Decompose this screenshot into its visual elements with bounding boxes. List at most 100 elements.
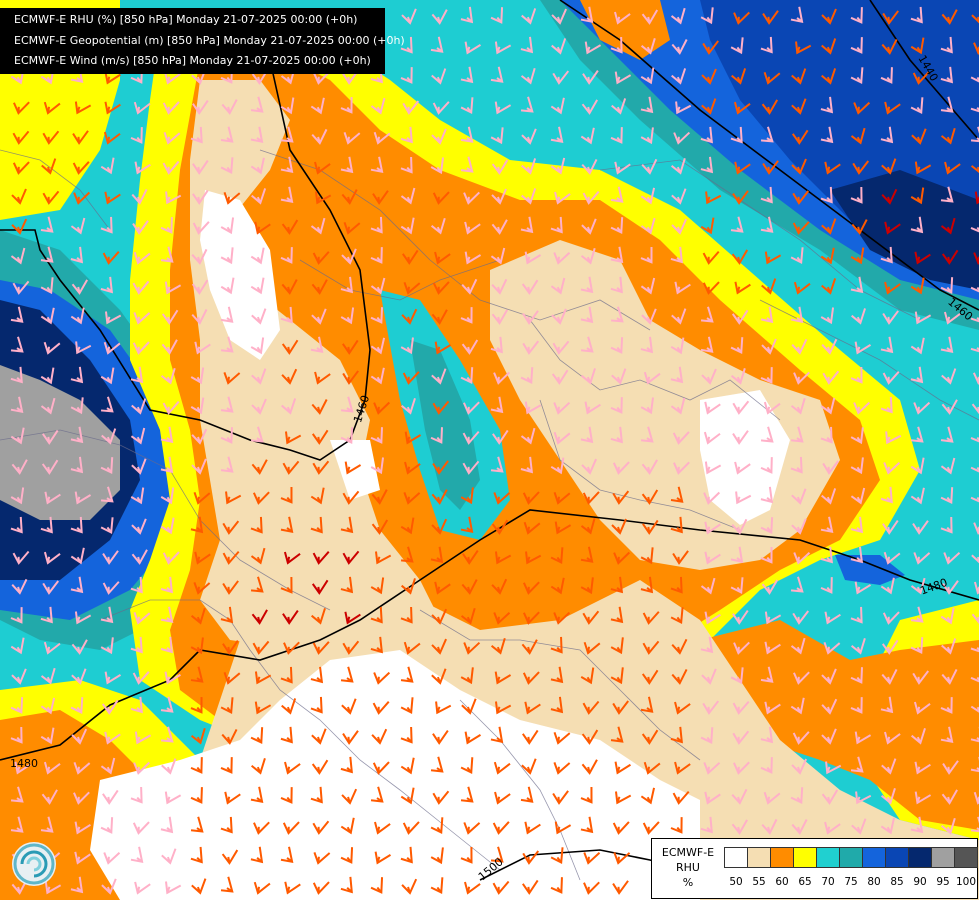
- wind-barb: [370, 97, 386, 115]
- wind-barb: [942, 760, 959, 775]
- wind-barb: [850, 697, 863, 714]
- wind-barb: [160, 456, 174, 474]
- wind-barb: [104, 731, 121, 745]
- wind-barb: [671, 638, 688, 655]
- wind-barb: [163, 131, 181, 145]
- wind-barb: [492, 429, 509, 445]
- wind-barb: [494, 671, 512, 685]
- wind-barb: [850, 457, 864, 475]
- wind-barb: [614, 161, 631, 175]
- wind-barb: [431, 309, 448, 325]
- wind-barb: [432, 460, 449, 475]
- wind-barb: [130, 366, 144, 384]
- wind-barb: [311, 759, 329, 775]
- wind-barb: [820, 247, 835, 265]
- wind-barb: [790, 6, 804, 24]
- contour-label: 1480: [10, 757, 38, 770]
- wind-barb: [670, 607, 684, 625]
- wind-barb: [132, 220, 149, 235]
- wind-barb: [12, 161, 30, 175]
- wind-barb: [884, 281, 901, 295]
- wind-barb: [850, 667, 864, 684]
- wind-barb: [494, 791, 511, 805]
- wind-barb: [910, 487, 925, 505]
- wind-barb: [793, 551, 811, 565]
- wind-barb: [431, 9, 448, 25]
- wind-barb: [160, 487, 175, 505]
- rh-field-orange: [580, 0, 670, 60]
- wind-barb: [821, 218, 837, 235]
- wind-barb: [641, 158, 658, 175]
- wind-barb: [74, 491, 92, 505]
- wind-barb: [760, 36, 773, 54]
- wind-barb: [340, 847, 354, 864]
- wind-barb: [281, 279, 298, 295]
- wind-barb: [551, 369, 569, 385]
- wind-barb: [164, 71, 181, 85]
- wind-barb: [554, 821, 572, 835]
- wind-barb: [580, 816, 594, 834]
- wind-barb: [371, 728, 388, 745]
- wind-barb: [310, 487, 325, 505]
- wind-barb: [550, 636, 563, 654]
- wind-barb: [764, 251, 782, 265]
- wind-barb: [253, 821, 270, 835]
- wind-barb: [281, 339, 299, 355]
- wind-barb: [825, 761, 842, 775]
- wind-barb: [674, 701, 691, 715]
- wind-barb: [611, 368, 627, 385]
- wind-barb: [250, 576, 264, 593]
- wind-barb: [220, 217, 235, 235]
- wind-barb: [314, 161, 331, 175]
- wind-barb: [610, 397, 623, 414]
- wind-barb: [760, 186, 773, 204]
- wind-barb: [854, 341, 872, 355]
- wind-barb: [734, 161, 751, 175]
- wind-barb: [791, 68, 807, 85]
- wind-barb: [550, 666, 564, 684]
- wind-barb: [280, 666, 293, 684]
- wind-barb: [282, 460, 300, 475]
- wind-barb: [672, 550, 689, 565]
- wind-barb: [252, 640, 270, 655]
- wind-barb: [104, 311, 122, 325]
- wind-barb: [491, 519, 509, 535]
- wind-barb: [41, 789, 58, 805]
- wind-barb: [10, 427, 25, 445]
- wind-barb: [494, 101, 512, 115]
- wind-barb: [10, 396, 24, 413]
- wind-barb: [730, 577, 744, 595]
- wind-barb: [220, 336, 234, 353]
- legend-tick: 55: [752, 876, 766, 888]
- wind-barb: [550, 547, 564, 565]
- wind-barb: [614, 71, 632, 85]
- wind-barb: [164, 671, 181, 685]
- wind-barb: [675, 101, 692, 115]
- wind-barb: [460, 66, 474, 84]
- wind-barb: [281, 398, 297, 415]
- wind-barb: [190, 816, 204, 833]
- wind-barb: [642, 821, 660, 835]
- wind-barb: [970, 96, 979, 114]
- wind-barb: [730, 126, 743, 144]
- wind-barb: [910, 426, 924, 443]
- wind-barb: [672, 790, 690, 805]
- wind-barb: [370, 277, 386, 295]
- wind-barb: [281, 698, 297, 715]
- wind-barb: [580, 276, 594, 294]
- wind-barb: [164, 281, 182, 295]
- wind-barb: [222, 550, 240, 565]
- legend-tick: 80: [867, 876, 881, 888]
- wind-barb: [493, 611, 511, 625]
- wind-barb: [491, 309, 509, 325]
- wind-barb: [310, 516, 323, 534]
- wind-barb: [701, 68, 717, 85]
- wind-barb: [372, 761, 390, 775]
- wind-barb: [250, 126, 264, 144]
- wind-barb: [880, 486, 893, 504]
- wind-barb: [344, 611, 361, 625]
- wind-barb: [704, 461, 722, 475]
- legend-tick: 85: [890, 876, 904, 888]
- wind-barb: [522, 611, 540, 625]
- legend-tick: 65: [798, 876, 812, 888]
